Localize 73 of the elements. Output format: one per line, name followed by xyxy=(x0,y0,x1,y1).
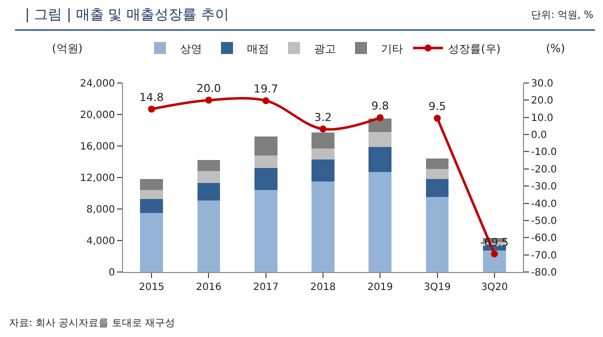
bar xyxy=(368,172,392,272)
y2-tick-label: -30.0 xyxy=(531,182,557,193)
bar xyxy=(254,136,278,156)
legend-label: 성장률(우) xyxy=(448,42,501,56)
y2-tick-label: -80.0 xyxy=(531,268,557,278)
data-label: 9.5 xyxy=(428,100,446,114)
data-label: 14.8 xyxy=(139,90,164,104)
legend-label: 매점 xyxy=(247,42,269,56)
bar xyxy=(312,148,334,160)
bar xyxy=(197,200,220,272)
y2-tick-label: -60.0 xyxy=(531,233,557,244)
chart-title: | 그림 | 매출 및 매출성장률 추이 xyxy=(25,7,230,23)
y2-tick-label: -40.0 xyxy=(531,198,557,210)
bar xyxy=(368,146,392,172)
point xyxy=(490,250,498,258)
y2-tick-label: 0.0 xyxy=(531,130,547,142)
data-label: 19.7 xyxy=(254,82,278,96)
legend-label: 기타 xyxy=(381,42,403,56)
bar xyxy=(426,197,449,272)
x-tick-label: 2017 xyxy=(253,282,279,293)
text: 단위: 억원, % xyxy=(531,10,594,21)
point xyxy=(148,106,156,113)
point xyxy=(376,114,384,122)
y2-tick-label: 30.0 xyxy=(531,78,554,90)
x-tick-label: 3Q19 xyxy=(424,282,451,293)
y2-tick-label: -20.0 xyxy=(531,164,557,176)
y2-tick-label: -70.0 xyxy=(531,250,557,262)
y-tick-label: 12,000 xyxy=(80,173,115,184)
x-tick-label: 2016 xyxy=(196,282,222,293)
bar xyxy=(140,179,163,190)
bar xyxy=(140,212,163,272)
x-tick-label: 2019 xyxy=(367,282,393,293)
bar xyxy=(140,190,163,199)
bar xyxy=(254,168,278,190)
point xyxy=(262,97,270,104)
bar xyxy=(368,132,392,147)
y2-axis-title: (%) xyxy=(546,42,566,55)
x-tick-label: 3Q20 xyxy=(480,282,508,293)
point xyxy=(320,126,326,133)
point xyxy=(205,96,212,104)
y-tick-label: 0 xyxy=(108,268,115,278)
y2-tick-label: 10.0 xyxy=(531,112,554,124)
data-label: 3.2 xyxy=(314,110,332,124)
y-tick-label: 4,000 xyxy=(86,236,115,247)
y2-tick-label: -10.0 xyxy=(531,147,557,158)
data-label: 20.0 xyxy=(196,82,221,96)
data-label: 9.8 xyxy=(371,100,389,113)
bar xyxy=(254,155,278,168)
y-tick-label: 20,000 xyxy=(80,110,115,121)
point xyxy=(434,114,441,122)
bar xyxy=(254,190,278,272)
x-tick-label: 2015 xyxy=(138,282,164,293)
text: 자료: 회사 공시자료를 토대로 재구성 xyxy=(9,318,176,329)
y2-tick-label: -50.0 xyxy=(531,216,557,227)
bar xyxy=(197,160,220,172)
legend-label: 상영 xyxy=(180,42,202,56)
x-tick-label: 2018 xyxy=(310,282,336,293)
y-tick-label: 8,000 xyxy=(86,204,115,216)
bar xyxy=(197,183,220,200)
bar xyxy=(312,181,334,272)
bar xyxy=(426,179,449,198)
bar xyxy=(426,158,449,169)
bar xyxy=(312,159,334,182)
y-axis-title: (억원) xyxy=(52,42,83,55)
y-tick-label: 16,000 xyxy=(80,142,115,152)
bar xyxy=(140,198,163,213)
y2-tick-label: 20.0 xyxy=(531,96,554,107)
y-tick-label: 24,000 xyxy=(80,78,115,90)
legend-label: 광고 xyxy=(314,42,336,56)
bar xyxy=(197,171,220,184)
bar xyxy=(483,250,506,272)
bar xyxy=(426,168,449,180)
bar xyxy=(312,132,334,148)
